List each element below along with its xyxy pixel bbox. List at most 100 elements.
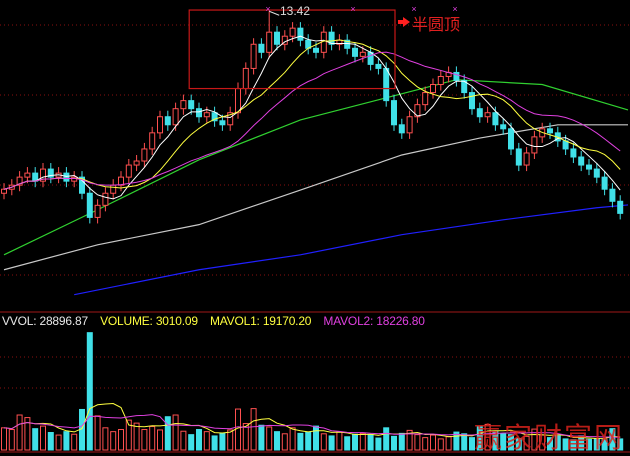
volume-bar xyxy=(445,436,452,451)
candle-body xyxy=(531,136,538,154)
candle-body xyxy=(586,164,592,170)
volume-legend: VVOL: 28896.87 VOLUME: 3010.09 MAVOL1: 1… xyxy=(2,314,434,328)
volume-bar xyxy=(523,435,530,451)
volume-bar xyxy=(422,437,429,451)
legend-volume: VOLUME: 3010.09 xyxy=(100,314,198,328)
candle-body xyxy=(476,108,483,118)
top-marker-icon: × xyxy=(411,4,416,14)
annotation-box xyxy=(188,9,396,90)
volume-bar xyxy=(453,431,460,451)
candle-body xyxy=(258,43,265,53)
candle-body xyxy=(94,204,101,218)
volume-bar xyxy=(547,437,553,451)
candle-body xyxy=(328,31,335,45)
volume-bar xyxy=(562,438,569,451)
candle-body xyxy=(180,100,187,110)
volume-bar xyxy=(110,431,117,451)
mavol-line-10 xyxy=(3,414,621,438)
candle-body xyxy=(593,168,600,178)
volume-bar xyxy=(172,414,179,451)
volume-bar xyxy=(47,432,54,451)
long-ma-line xyxy=(3,79,629,256)
volume-bar xyxy=(24,417,31,451)
candle-body xyxy=(344,39,351,49)
volume-bar xyxy=(406,429,413,451)
volume-bar xyxy=(242,423,249,451)
candle-body xyxy=(141,148,148,162)
volume-bar xyxy=(531,428,538,451)
volume-bar xyxy=(414,434,421,451)
volume-bar xyxy=(196,429,202,451)
candle-body xyxy=(24,172,31,178)
volume-bar xyxy=(274,431,280,451)
candle-body xyxy=(235,88,241,114)
volume-bar xyxy=(344,436,351,451)
candle-body xyxy=(617,200,624,214)
volume-bar xyxy=(375,437,382,451)
candle-body xyxy=(281,35,288,45)
candle-body xyxy=(492,112,499,126)
candle-body xyxy=(102,192,109,206)
volume-bar xyxy=(141,429,148,451)
volume-bar xyxy=(281,433,288,451)
volume-bar xyxy=(305,432,312,451)
candle-body xyxy=(164,116,171,126)
volume-bar xyxy=(461,433,468,451)
volume-bar xyxy=(601,439,608,451)
candle-body xyxy=(157,116,163,134)
high-price-label: 13.42 xyxy=(280,4,311,18)
volume-bar xyxy=(297,432,304,451)
candle-body xyxy=(414,104,421,118)
candle-body xyxy=(274,31,280,45)
candle-body xyxy=(79,176,85,194)
volume-bar xyxy=(71,433,78,451)
volume-bar xyxy=(508,434,514,451)
high-marker xyxy=(269,10,280,16)
candle-body xyxy=(289,27,296,37)
volume-bar xyxy=(266,426,273,451)
candle-body xyxy=(297,27,304,41)
arrow-right-icon xyxy=(398,17,410,27)
candle-body xyxy=(133,160,140,166)
candle-body xyxy=(508,128,514,150)
candle-body xyxy=(406,116,413,134)
candle-body xyxy=(352,47,358,57)
candle-body xyxy=(500,124,507,130)
volume-bar xyxy=(227,429,234,451)
candle-body xyxy=(398,124,405,134)
volume-bar xyxy=(1,427,7,451)
top-marker-icon: × xyxy=(350,4,355,14)
volume-bar xyxy=(94,415,101,451)
candle-body xyxy=(118,176,124,186)
volume-bar xyxy=(515,437,522,451)
volume-bar xyxy=(336,431,343,451)
candle-body xyxy=(211,112,218,122)
volume-bar xyxy=(617,438,624,451)
ma-line-20 xyxy=(3,51,621,190)
volume-bar xyxy=(235,408,241,451)
candle-body xyxy=(63,172,70,182)
volume-bar xyxy=(398,432,405,451)
candle-body xyxy=(515,148,522,166)
candle-body xyxy=(86,192,93,218)
candle-body xyxy=(570,148,577,158)
candle-body xyxy=(227,112,234,126)
volume-bar xyxy=(32,428,39,451)
annotation-label: 半圆顶 xyxy=(412,17,461,34)
candle-body xyxy=(16,176,23,186)
volume-bar xyxy=(40,425,46,451)
mavol-line-5 xyxy=(3,402,621,440)
volume-bar xyxy=(86,332,93,451)
candle-body xyxy=(266,31,273,53)
candle-body xyxy=(1,188,7,194)
volume-bar xyxy=(500,433,507,451)
volume-bar xyxy=(328,435,335,451)
candle-body xyxy=(422,92,429,106)
volume-bar xyxy=(359,432,366,451)
candle-body xyxy=(219,120,226,126)
candle-body xyxy=(469,92,475,110)
top-marker-icon: × xyxy=(452,4,457,14)
candle-body xyxy=(383,67,390,102)
